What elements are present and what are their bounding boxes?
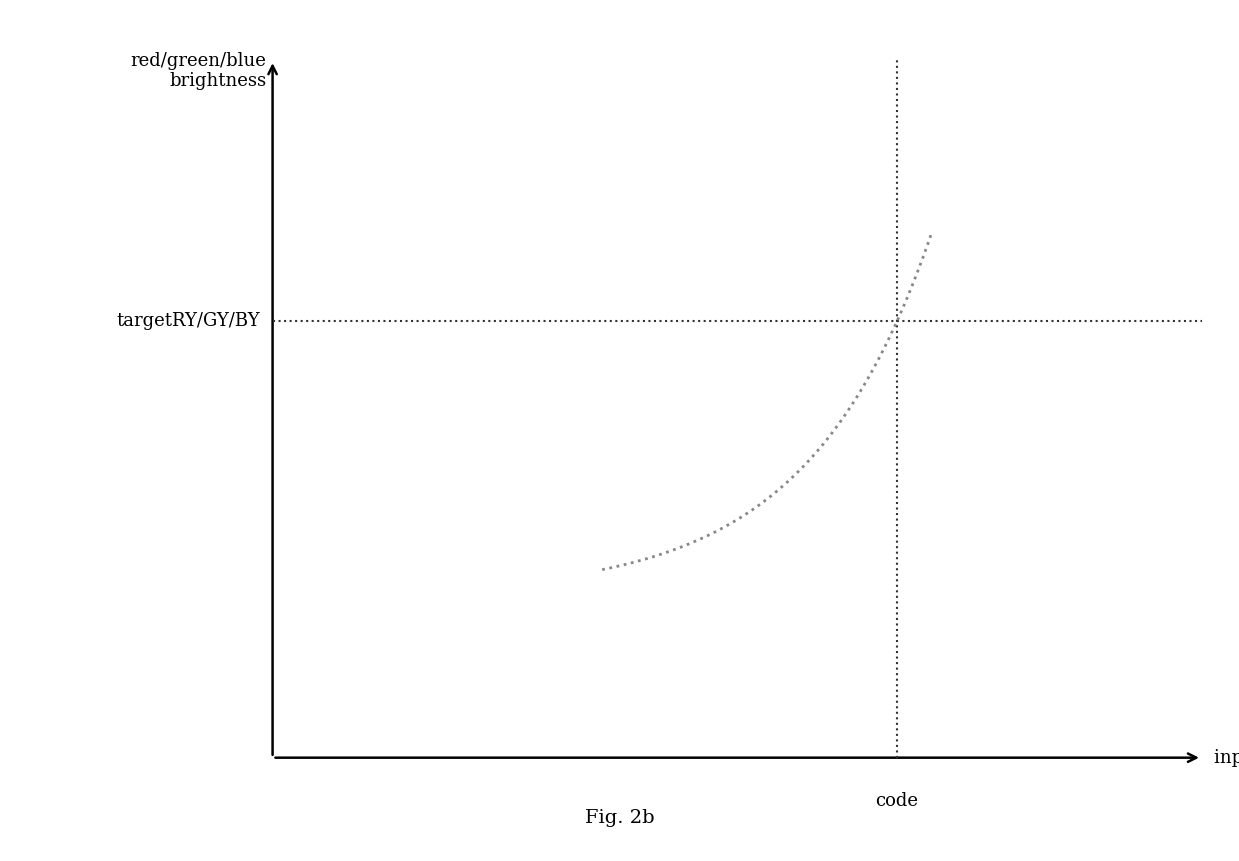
Text: targetRY/GY/BY: targetRY/GY/BY [116,313,260,330]
Text: code: code [876,792,918,810]
Text: red/green/blue
brightness: red/green/blue brightness [130,52,266,90]
Text: Fig. 2b: Fig. 2b [585,809,654,827]
Text: input code: input code [1214,749,1239,766]
